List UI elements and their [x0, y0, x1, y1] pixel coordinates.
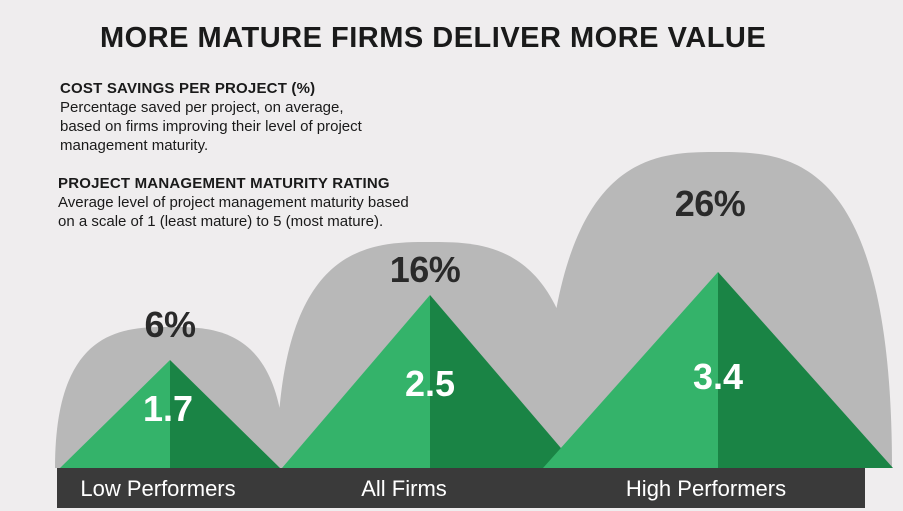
percent-label: 26%: [675, 183, 746, 225]
percent-label: 6%: [144, 304, 195, 346]
rating-label: 2.5: [405, 363, 455, 405]
rating-label: 3.4: [693, 356, 743, 398]
category-label: All Firms: [361, 476, 447, 502]
rating-label: 1.7: [143, 388, 193, 430]
category-label: High Performers: [626, 476, 786, 502]
category-label: Low Performers: [80, 476, 235, 502]
percent-label: 16%: [390, 249, 461, 291]
